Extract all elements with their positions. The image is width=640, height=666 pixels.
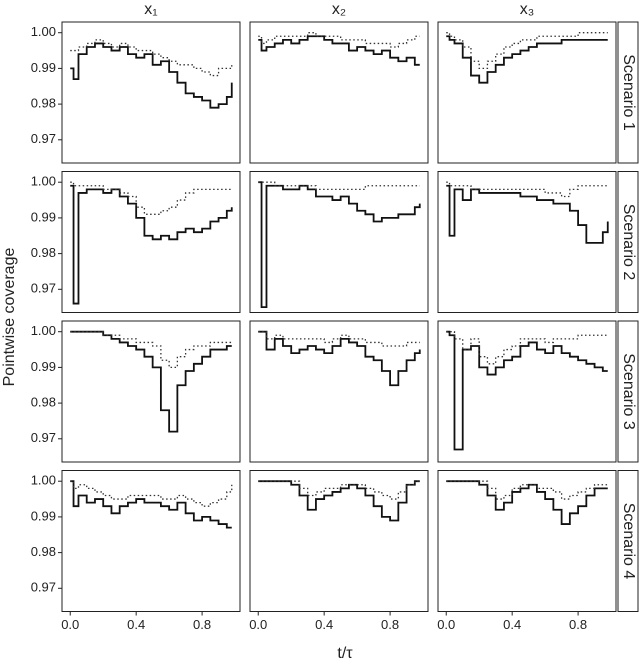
series-line (446, 35, 608, 84)
strip (617, 171, 639, 313)
x-tick-label: 0.4 (127, 617, 145, 632)
row-label: Scenario 2 (620, 204, 637, 281)
series-line (446, 480, 608, 525)
x-tick-label: 0.4 (503, 617, 521, 632)
column-label: x₁ (144, 1, 157, 18)
x-tick-label: 0.8 (569, 617, 587, 632)
series-line (258, 331, 420, 347)
y-tick-label: 0.97 (31, 131, 56, 146)
series-line (446, 184, 609, 244)
series-line (446, 480, 608, 500)
series-line (258, 181, 420, 190)
series-line (446, 181, 608, 198)
x-tick-label: 0.4 (315, 617, 333, 632)
strip (617, 470, 639, 612)
series-line (70, 480, 233, 507)
row-label: Scenario 3 (620, 353, 637, 430)
y-tick-label: 0.98 (31, 245, 56, 260)
y-tick-label: 0.98 (31, 544, 56, 559)
series-line (258, 330, 421, 387)
row-label: Scenario 4 (620, 503, 637, 580)
series-line (70, 39, 233, 77)
panel-frame (437, 21, 617, 164)
series-line (258, 32, 420, 48)
column-label: x₃ (520, 1, 535, 18)
panel-frame (61, 470, 241, 612)
x-tick-label: 0.8 (381, 617, 399, 632)
panel-frame (61, 21, 241, 164)
y-tick-label: 0.98 (31, 395, 56, 410)
panel-frame (437, 470, 617, 612)
panel-frame (61, 320, 241, 463)
x-tick-label: 0.0 (61, 617, 79, 632)
x-tick-label: 0.8 (193, 617, 211, 632)
series-line (70, 331, 232, 369)
y-tick-label: 1.00 (31, 174, 56, 189)
y-tick-label: 1.00 (31, 473, 56, 488)
series-line (258, 35, 420, 66)
series-line (70, 181, 232, 215)
panel-frame (249, 21, 429, 164)
y-tick-label: 0.99 (31, 60, 56, 75)
panel-frame (249, 320, 429, 463)
series-line (70, 184, 233, 305)
y-tick-label: 0.99 (31, 508, 56, 523)
panel-frame (249, 470, 429, 612)
y-tick-label: 0.98 (31, 96, 56, 111)
series-line (446, 330, 608, 451)
strip (617, 320, 639, 463)
panel-frame (61, 171, 241, 313)
series-line (258, 480, 420, 522)
y-tick-label: 1.00 (31, 24, 56, 39)
series-line (258, 480, 420, 500)
x-axis-label: t/τ (337, 645, 353, 662)
series-line (446, 331, 608, 365)
y-axis-label: Pointwise coverage (1, 248, 18, 387)
y-tick-label: 0.99 (31, 359, 56, 374)
column-label: x₂ (332, 1, 346, 18)
row-label: Scenario 1 (620, 54, 637, 131)
series-line (70, 42, 233, 109)
y-tick-label: 0.97 (31, 281, 56, 296)
x-tick-label: 0.0 (437, 617, 455, 632)
series-line (258, 181, 421, 309)
panel-frame (437, 171, 617, 313)
x-tick-label: 0.0 (249, 617, 267, 632)
series-line (70, 330, 232, 433)
panel-frame (437, 320, 617, 463)
panel-frame (249, 171, 429, 313)
strip (617, 21, 639, 164)
y-tick-label: 0.97 (31, 430, 56, 445)
y-tick-label: 0.97 (31, 580, 56, 595)
y-tick-label: 1.00 (31, 323, 56, 338)
y-tick-label: 0.99 (31, 209, 56, 224)
series-line (70, 480, 232, 529)
